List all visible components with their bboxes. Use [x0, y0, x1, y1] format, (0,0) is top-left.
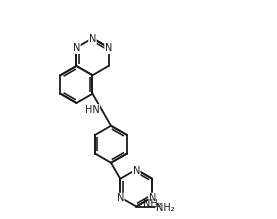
Text: NH₂: NH₂ [156, 203, 175, 212]
Text: HN: HN [85, 105, 99, 115]
Text: N: N [105, 44, 112, 53]
Text: N: N [117, 193, 124, 203]
Text: N: N [148, 193, 156, 203]
Text: NH₂: NH₂ [143, 200, 161, 209]
Text: N: N [73, 44, 80, 53]
Text: N: N [89, 34, 96, 44]
Text: N: N [133, 166, 140, 175]
